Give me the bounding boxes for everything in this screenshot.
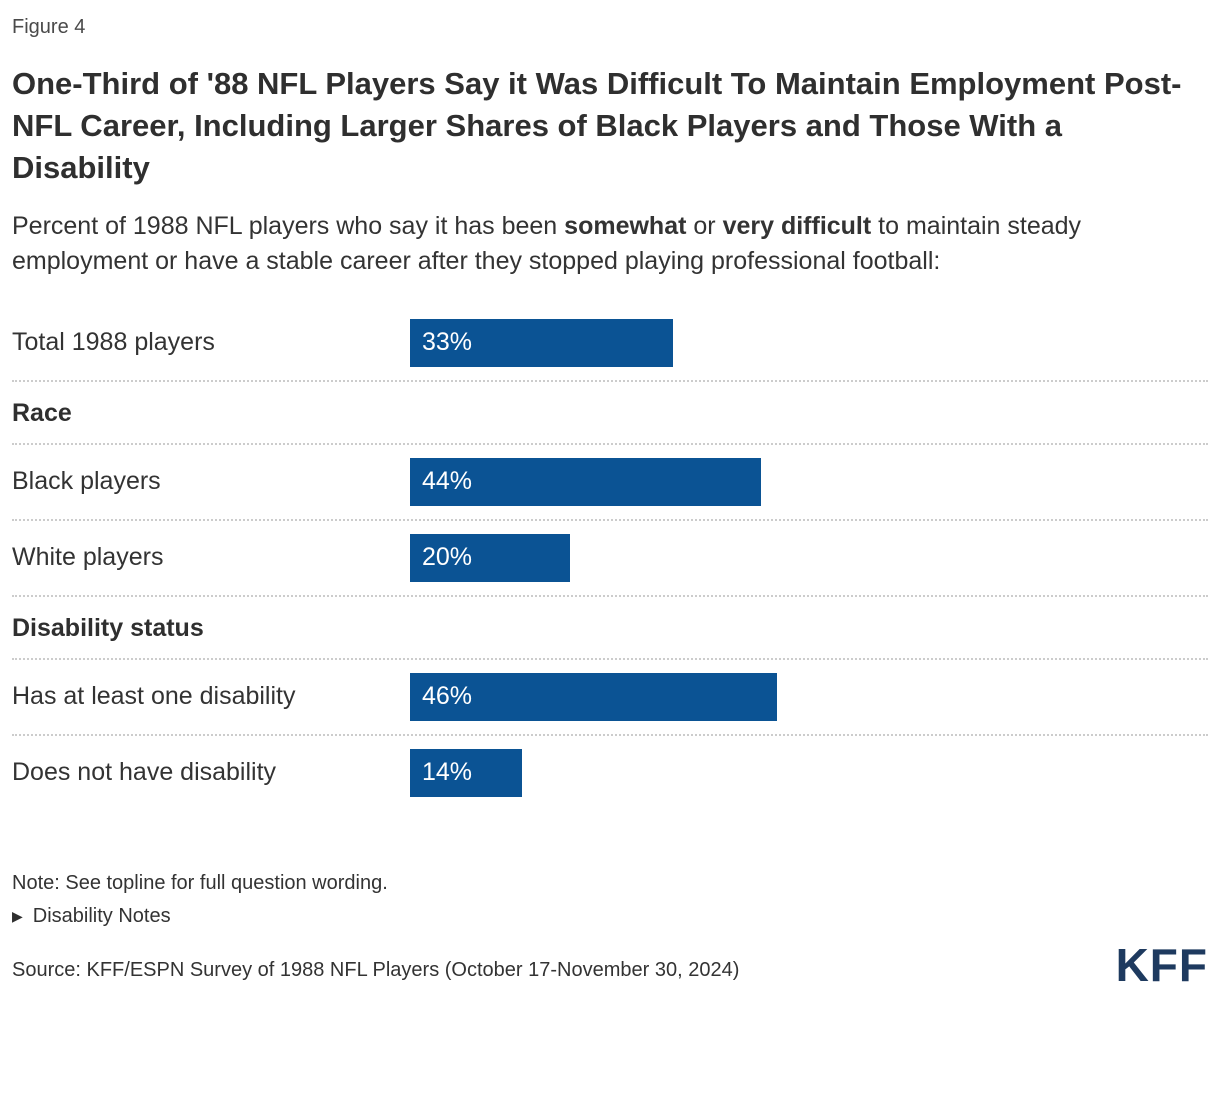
bar-track: 20% bbox=[410, 533, 1208, 582]
chart-row-no-disability: Does not have disability 14% bbox=[12, 736, 1208, 810]
chart-title: One-Third of '88 NFL Players Say it Was … bbox=[12, 66, 1182, 185]
section-row-disability-status: Disability status bbox=[12, 597, 1208, 660]
chart-row-black-players: Black players 44% bbox=[12, 445, 1208, 521]
chart-row-total: Total 1988 players 33% bbox=[12, 306, 1208, 382]
bar-value-label: 33% bbox=[422, 328, 473, 357]
source-text: Source: KFF/ESPN Survey of 1988 NFL Play… bbox=[12, 958, 740, 981]
bar-value-label: 20% bbox=[422, 543, 473, 572]
section-row-race: Race bbox=[12, 382, 1208, 445]
bar-has-disability: 46% bbox=[410, 672, 778, 721]
section-header: Race bbox=[12, 398, 72, 427]
disclosure-label: Disability Notes bbox=[32, 904, 171, 927]
bar-value-label: 14% bbox=[422, 758, 473, 787]
bar-value-label: 44% bbox=[422, 467, 473, 496]
bar-track: 46% bbox=[410, 672, 1208, 721]
kff-logo: KFF bbox=[1115, 938, 1208, 991]
disclosure-triangle-icon: ▶ bbox=[12, 908, 23, 925]
bar-white-players: 20% bbox=[410, 533, 570, 582]
subtitle-segment: or bbox=[686, 211, 723, 240]
bar-track: 33% bbox=[410, 318, 1208, 367]
figure-label: Figure 4 bbox=[12, 16, 86, 38]
source-row: Source: KFF/ESPN Survey of 1988 NFL Play… bbox=[12, 942, 1208, 988]
figure-footer: Note: See topline for full question word… bbox=[12, 872, 1208, 988]
category-label: White players bbox=[12, 543, 164, 572]
bar-track: 14% bbox=[410, 748, 1208, 797]
bar-no-disability: 14% bbox=[410, 748, 522, 797]
bar-value-label: 46% bbox=[422, 682, 473, 711]
subtitle-segment-bold: somewhat bbox=[564, 211, 687, 240]
category-label: Total 1988 players bbox=[12, 328, 215, 357]
bar-chart: Total 1988 players 33% Race Black player… bbox=[12, 306, 1208, 810]
category-label: Black players bbox=[12, 467, 161, 496]
footnote: Note: See topline for full question word… bbox=[12, 871, 388, 894]
subtitle-segment-bold: very difficult bbox=[722, 211, 872, 240]
chart-row-has-disability: Has at least one disability 46% bbox=[12, 660, 1208, 736]
chart-row-white-players: White players 20% bbox=[12, 521, 1208, 597]
subtitle-segment: Percent of 1988 NFL players who say it h… bbox=[12, 211, 565, 240]
disability-notes-toggle[interactable]: ▶ Disability Notes bbox=[12, 905, 171, 928]
section-header: Disability status bbox=[12, 613, 204, 642]
bar-total: 33% bbox=[410, 318, 674, 367]
category-label: Has at least one disability bbox=[12, 682, 296, 711]
bar-track: 44% bbox=[410, 457, 1208, 506]
bar-black-players: 44% bbox=[410, 457, 762, 506]
subtitle-segment: to maintain steady employment or have a … bbox=[12, 211, 1082, 276]
chart-subtitle: Percent of 1988 NFL players who say it h… bbox=[12, 209, 1208, 280]
category-label: Does not have disability bbox=[12, 758, 277, 787]
